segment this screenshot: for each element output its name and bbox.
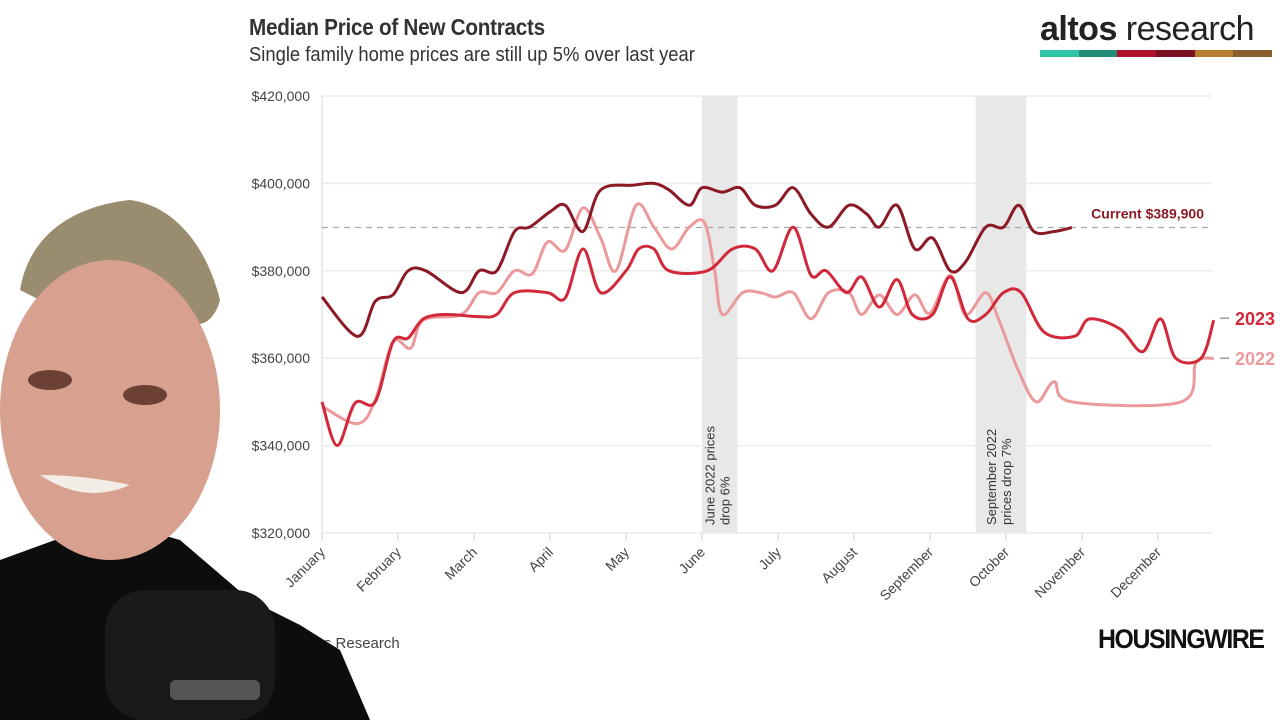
series-label-2023: 2023 xyxy=(1235,309,1275,329)
presenter-face xyxy=(0,260,220,560)
logo-color-bar xyxy=(1040,50,1273,57)
logo-text-light: research xyxy=(1116,10,1255,48)
y-tick-label: $360,000 xyxy=(252,350,311,366)
series-label-2022: 2022 xyxy=(1235,349,1275,369)
series-line-2023 xyxy=(320,225,1216,448)
logo-bar-segment xyxy=(1156,50,1195,57)
y-tick-label: $420,000 xyxy=(252,88,311,104)
series-line-2022 xyxy=(321,202,1215,426)
y-tick-label: $400,000 xyxy=(252,175,311,191)
y-tick-label: $320,000 xyxy=(252,525,311,541)
band-label-line: prices drop 7% xyxy=(999,438,1014,525)
presenter-smile xyxy=(40,475,130,493)
chart-subtitle: Single family home prices are still up 5… xyxy=(249,44,695,66)
presenter-eye xyxy=(123,385,167,405)
logo-bar-segment xyxy=(1078,50,1118,57)
logo-bar-segment xyxy=(1117,50,1157,57)
logo-bar-segment xyxy=(1233,50,1273,57)
y-tick-label: $340,000 xyxy=(252,438,311,454)
y-tick-label: $380,000 xyxy=(252,263,311,279)
microphone-ring xyxy=(170,680,260,700)
microphone-icon xyxy=(105,590,275,720)
logo-text-bold: altos xyxy=(1040,10,1117,48)
altos-research-logo: altos research xyxy=(1040,10,1273,57)
housingwire-logo: HOUSINGWIRE xyxy=(1098,624,1265,654)
band-label-line: drop 6% xyxy=(718,476,733,525)
annotation-band xyxy=(702,96,738,533)
logo-bar-segment xyxy=(1040,50,1079,57)
band-label-line: June 2022 prices xyxy=(703,425,718,525)
chart-title: Median Price of New Contracts xyxy=(249,14,545,40)
series-line xyxy=(320,181,1073,338)
presenter-eye xyxy=(28,370,72,390)
band-label-line: September 2022 xyxy=(984,429,999,525)
current-price-label: Current $389,900 xyxy=(1091,206,1204,222)
logo-bar-segment xyxy=(1194,50,1234,57)
